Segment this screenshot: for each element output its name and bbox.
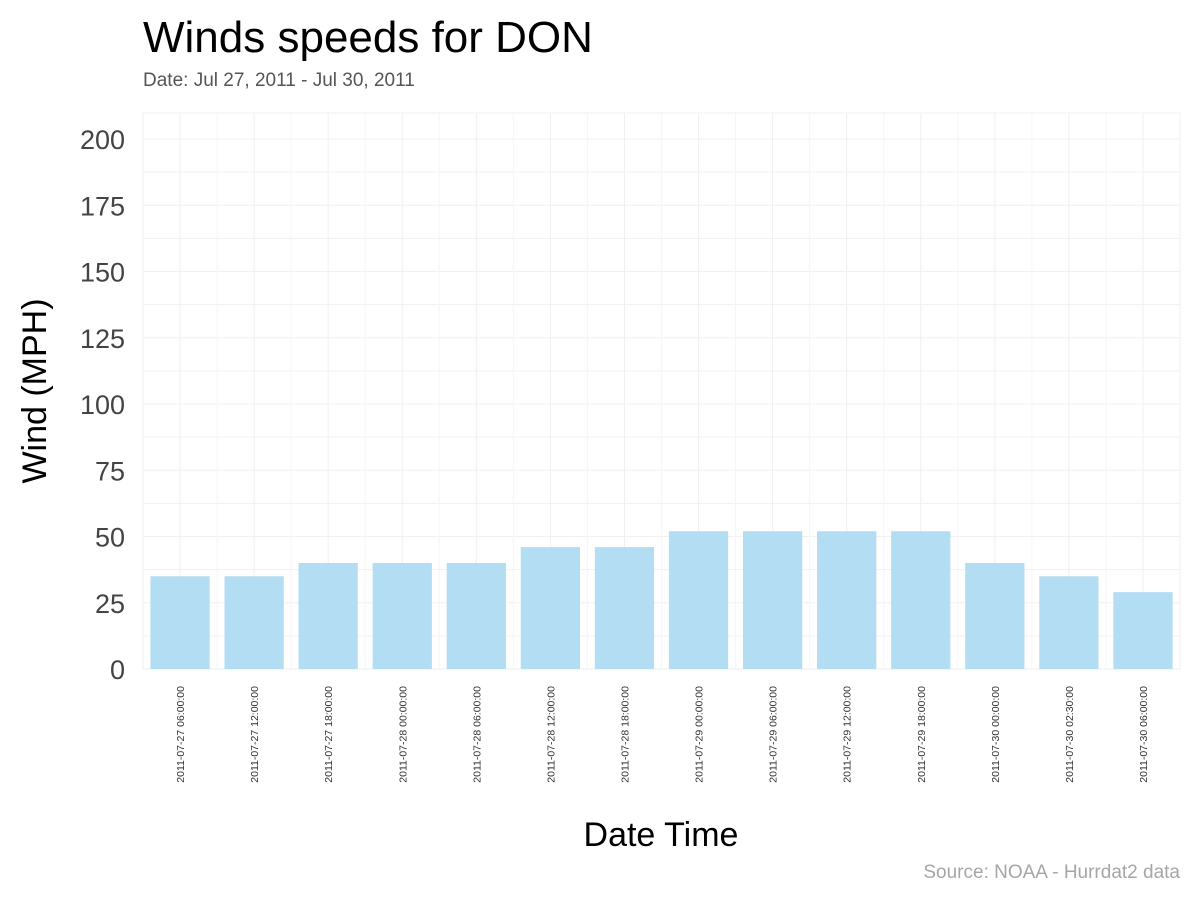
bar [891, 531, 951, 669]
bar [446, 563, 506, 669]
bar [298, 563, 358, 669]
bar [965, 563, 1025, 669]
x-tick-labels: 2011-07-27 06:00:00 2011-07-27 12:00:00 20… [175, 686, 1150, 783]
x-tick-label: 2011-07-27 18:00:00 [323, 686, 335, 783]
y-tick-label: 50 [95, 523, 125, 553]
x-tick-label: 2011-07-27 06:00:00 [175, 686, 187, 783]
y-tick-label: 150 [80, 258, 125, 288]
y-tick-label: 0 [110, 655, 125, 685]
bar [742, 531, 803, 669]
x-tick-label: 2011-07-28 18:00:00 [619, 686, 631, 783]
source-caption: Source: NOAA - Hurrdat2 data [923, 862, 1180, 883]
y-tick-labels: 0 25 50 75 100 125 150 175 200 [80, 125, 125, 685]
bar [150, 576, 210, 669]
y-tick-label: 175 [80, 191, 125, 221]
x-tick-label: 2011-07-30 02:30:00 [1064, 686, 1076, 783]
x-tick-label: 2011-07-29 12:00:00 [842, 686, 854, 783]
x-axis-label: Date Time [584, 816, 739, 854]
bar [520, 547, 581, 669]
bars [150, 531, 1173, 669]
x-tick-label: 2011-07-29 00:00:00 [694, 686, 706, 783]
x-tick-label: 2011-07-28 00:00:00 [397, 686, 409, 783]
x-tick-label: 2011-07-28 12:00:00 [545, 686, 557, 783]
x-tick-label: 2011-07-28 06:00:00 [471, 686, 483, 783]
bar [224, 576, 284, 669]
y-tick-label: 25 [95, 589, 125, 619]
bar [817, 531, 877, 669]
bar [668, 531, 729, 669]
bar [594, 547, 655, 669]
x-tick-label: 2011-07-30 06:00:00 [1138, 686, 1150, 783]
y-tick-label: 125 [80, 324, 125, 354]
x-tick-label: 2011-07-30 00:00:00 [990, 686, 1002, 783]
x-tick-label: 2011-07-29 18:00:00 [916, 686, 928, 783]
chart-subtitle: Date: Jul 27, 2011 - Jul 30, 2011 [143, 70, 415, 91]
y-tick-label: 75 [95, 456, 125, 486]
bar [1113, 592, 1173, 669]
bar [1039, 576, 1099, 669]
y-tick-label: 200 [80, 125, 125, 155]
y-axis-label: Wind (MPH) [16, 298, 54, 483]
x-tick-label: 2011-07-27 12:00:00 [249, 686, 261, 783]
y-tick-label: 100 [80, 390, 125, 420]
bar [372, 563, 432, 669]
x-tick-label: 2011-07-29 06:00:00 [768, 686, 780, 783]
chart-title: Winds speeds for DON [143, 13, 593, 62]
